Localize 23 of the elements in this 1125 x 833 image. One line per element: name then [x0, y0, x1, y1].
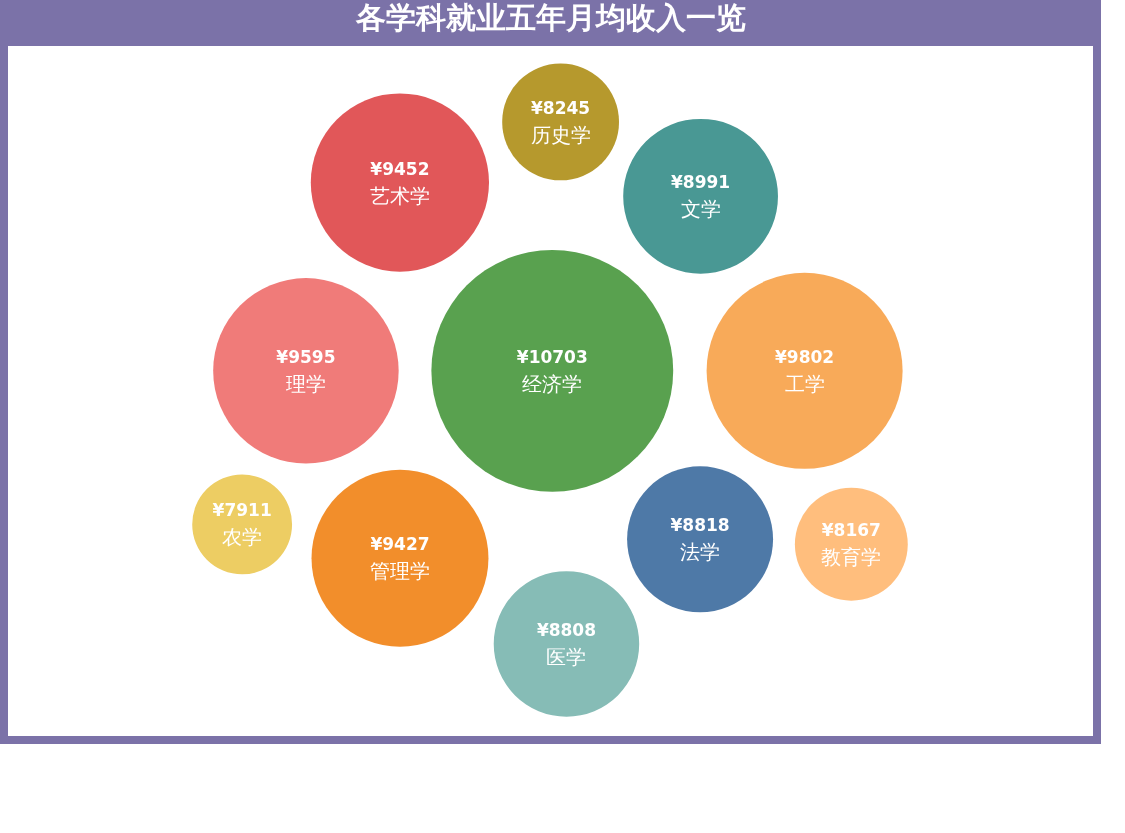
category-label: 教育学: [821, 545, 882, 570]
data-label: ¥7911: [212, 500, 272, 521]
data-label: ¥8991: [671, 172, 731, 193]
category-label: 历史学: [530, 122, 591, 147]
category-label: 农学: [222, 525, 263, 550]
category-label: 文学: [680, 197, 721, 222]
data-label: ¥9802: [775, 346, 835, 367]
category-label: 工学: [784, 371, 825, 396]
category-label: 艺术学: [369, 183, 430, 208]
category-label: 经济学: [522, 371, 583, 396]
data-label: ¥9452: [370, 158, 430, 179]
category-label: 管理学: [369, 559, 430, 584]
category-label: 医学: [546, 644, 587, 669]
text: 各学科就业五年月均收入一览: [354, 1, 746, 34]
data-label: ¥10703: [516, 346, 588, 367]
data-label: ¥8167: [821, 520, 881, 541]
data-label: ¥9427: [370, 534, 430, 555]
data-label: ¥9595: [276, 346, 336, 367]
category-label: 法学: [680, 540, 721, 565]
category-label: 理学: [285, 371, 326, 396]
data-label: ¥8245: [531, 97, 591, 118]
data-label: ¥8818: [670, 515, 730, 536]
data-label: ¥8808: [536, 619, 597, 640]
